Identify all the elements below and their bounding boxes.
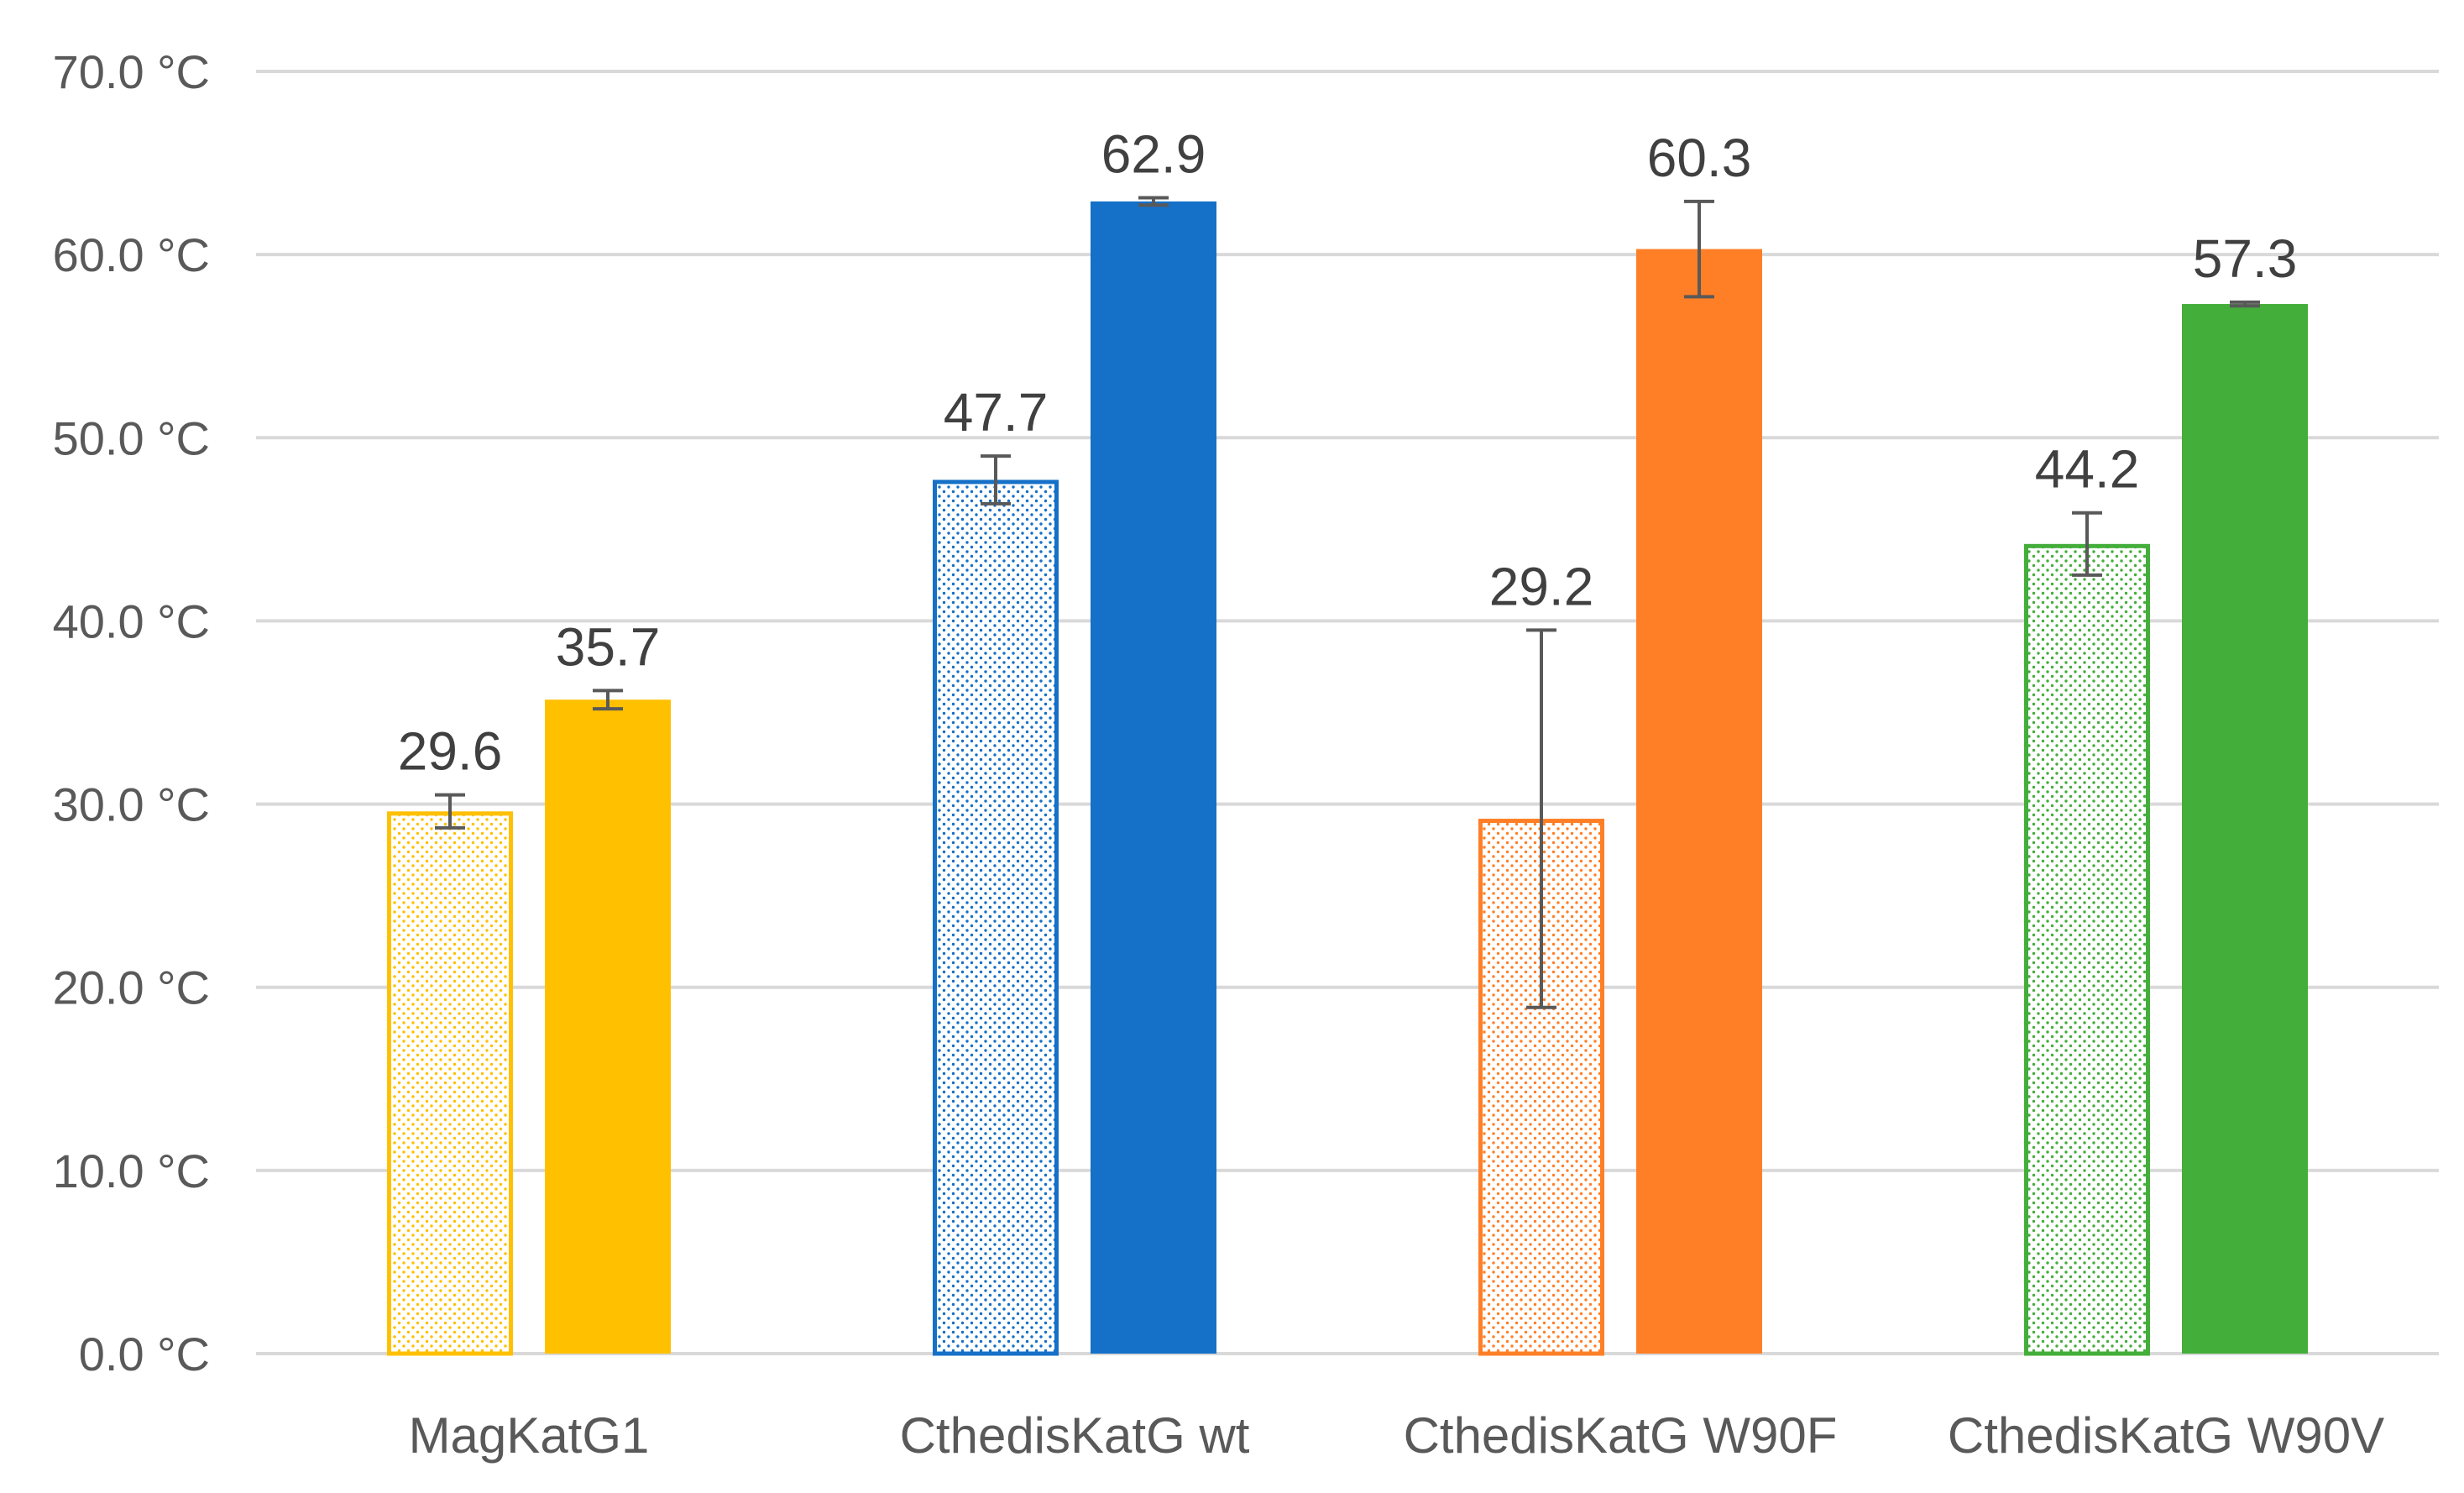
data-label-dotted-2: 29.2 (1489, 556, 1594, 616)
data-label-solid-1: 62.9 (1101, 124, 1206, 185)
error-bar-dotted-0 (435, 793, 465, 830)
error-bars-layer (435, 196, 2260, 1009)
bar-solid-3 (2182, 304, 2308, 1354)
y-tick-label: 70.0 °C (53, 45, 210, 98)
bar-solid-1 (1091, 201, 1216, 1354)
bar-dotted-2 (1478, 819, 1604, 1356)
data-label-solid-0: 35.7 (556, 616, 661, 677)
x-tick-label: CthedisKatG wt (900, 1407, 1250, 1464)
bar-solid-2 (1636, 249, 1762, 1354)
y-tick-label: 30.0 °C (53, 778, 210, 831)
x-tick-label: CthedisKatG W90V (1948, 1407, 2384, 1464)
y-tick-label: 10.0 °C (53, 1145, 210, 1197)
data-label-dotted-1: 47.7 (944, 382, 1049, 443)
y-tick-label: 50.0 °C (53, 411, 210, 464)
data-label-solid-2: 60.3 (1647, 128, 1752, 188)
error-bar-dotted-1 (981, 454, 1011, 506)
data-label-dotted-3: 44.2 (2035, 439, 2140, 500)
y-tick-label: 20.0 °C (53, 961, 210, 1014)
bar-dotted-0 (387, 811, 513, 1356)
y-tick-label: 60.0 °C (53, 228, 210, 281)
bar-dotted-1 (933, 479, 1059, 1356)
data-label-dotted-0: 29.6 (398, 721, 503, 782)
y-tick-label: 0.0 °C (79, 1328, 210, 1380)
error-bar-solid-0 (593, 689, 623, 711)
x-tick-label: MagKatG1 (409, 1407, 650, 1464)
bar-dotted-3 (2024, 543, 2150, 1356)
grid-layer: 0.0 °C 10.0 °C 20.0 °C 30.0 °C 40.0 °C 50.0 °… (53, 45, 2439, 1380)
y-tick-label: 40.0 °C (53, 595, 210, 647)
x-tick-label: CthedisKatG W90F (1404, 1407, 1838, 1464)
error-bar-solid-3 (2230, 300, 2260, 308)
data-label-solid-3: 57.3 (2193, 228, 2298, 289)
error-bar-dotted-2 (1526, 628, 1556, 1009)
error-bar-solid-2 (1684, 199, 1714, 299)
error-bar-solid-1 (1138, 196, 1169, 207)
bar-solid-0 (545, 699, 671, 1354)
labels-layer: 29.6 35.7 MagKatG1 47.7 62.9 CthedisKatG wt 29… (398, 124, 2384, 1464)
error-bar-dotted-3 (2072, 511, 2102, 577)
bars-layer (387, 201, 2308, 1356)
